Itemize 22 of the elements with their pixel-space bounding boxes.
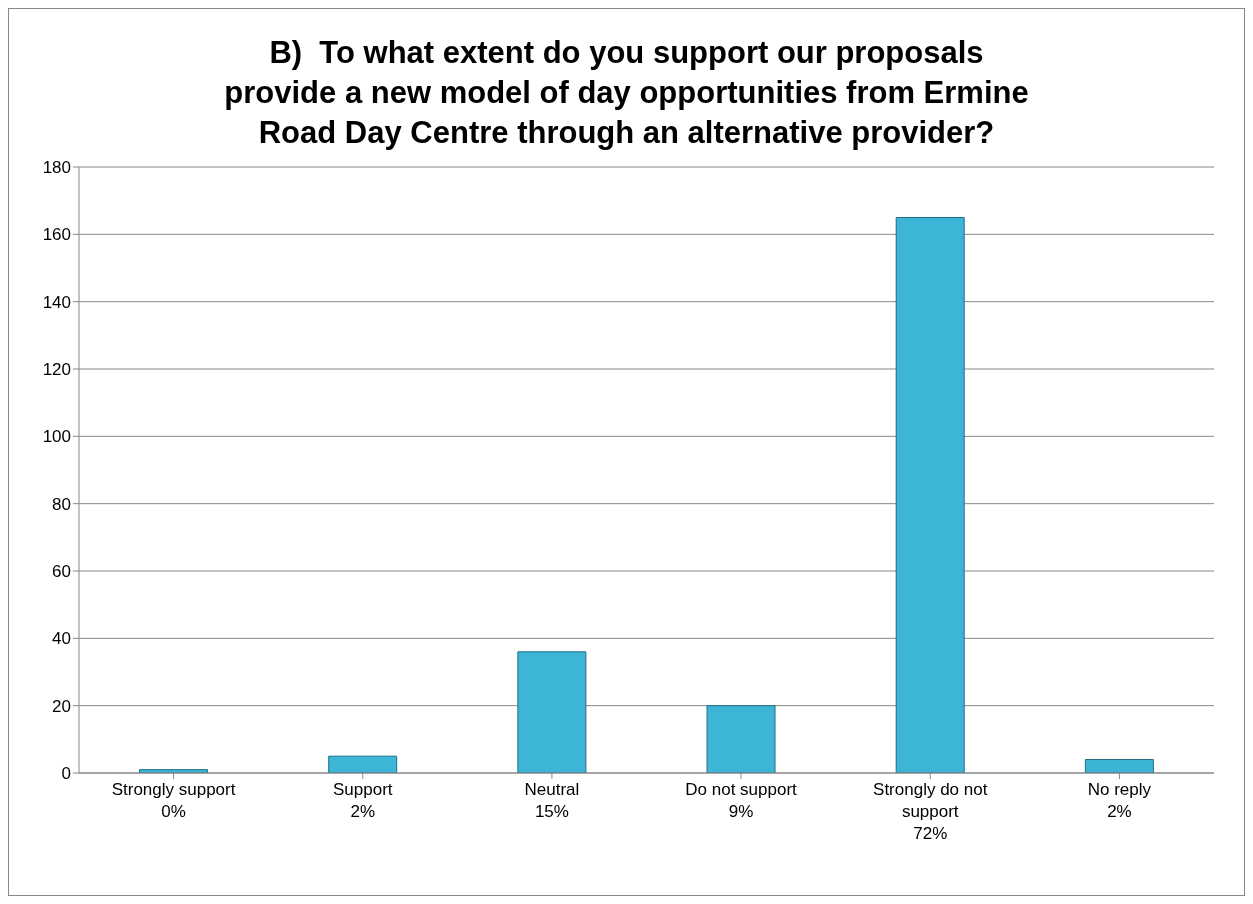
y-tick-label: 80	[52, 494, 71, 514]
x-tick-label: Strongly do not support 72%	[873, 780, 988, 843]
bar	[517, 651, 587, 773]
bar	[328, 755, 398, 773]
y-tick-label: 100	[42, 427, 71, 447]
x-tick-label: No reply 2%	[1087, 780, 1152, 821]
y-tick-label: 0	[61, 764, 71, 784]
y-tick-label: 160	[42, 225, 71, 245]
chart-title: B) To what extent do you support our proposals provide a new model of day opportunities from Ermine Road Day Centre through an alternative provider?	[223, 34, 1030, 152]
y-tick-label: 20	[52, 696, 71, 716]
y-tick-label: 140	[42, 292, 71, 312]
x-tick-label: Neutral 15%	[524, 780, 580, 821]
x-tick-label: Support 2%	[332, 780, 393, 821]
x-tick-label: Do not support 9%	[685, 780, 798, 821]
bar	[1084, 759, 1154, 773]
bar	[895, 217, 965, 773]
y-tick-label: 60	[52, 562, 71, 582]
bar	[706, 705, 776, 773]
y-tick-label: 40	[52, 629, 71, 649]
y-tick-label: 180	[42, 158, 71, 178]
y-tick-label: 120	[42, 360, 71, 380]
x-tick-label: Strongly support 0%	[111, 780, 236, 821]
